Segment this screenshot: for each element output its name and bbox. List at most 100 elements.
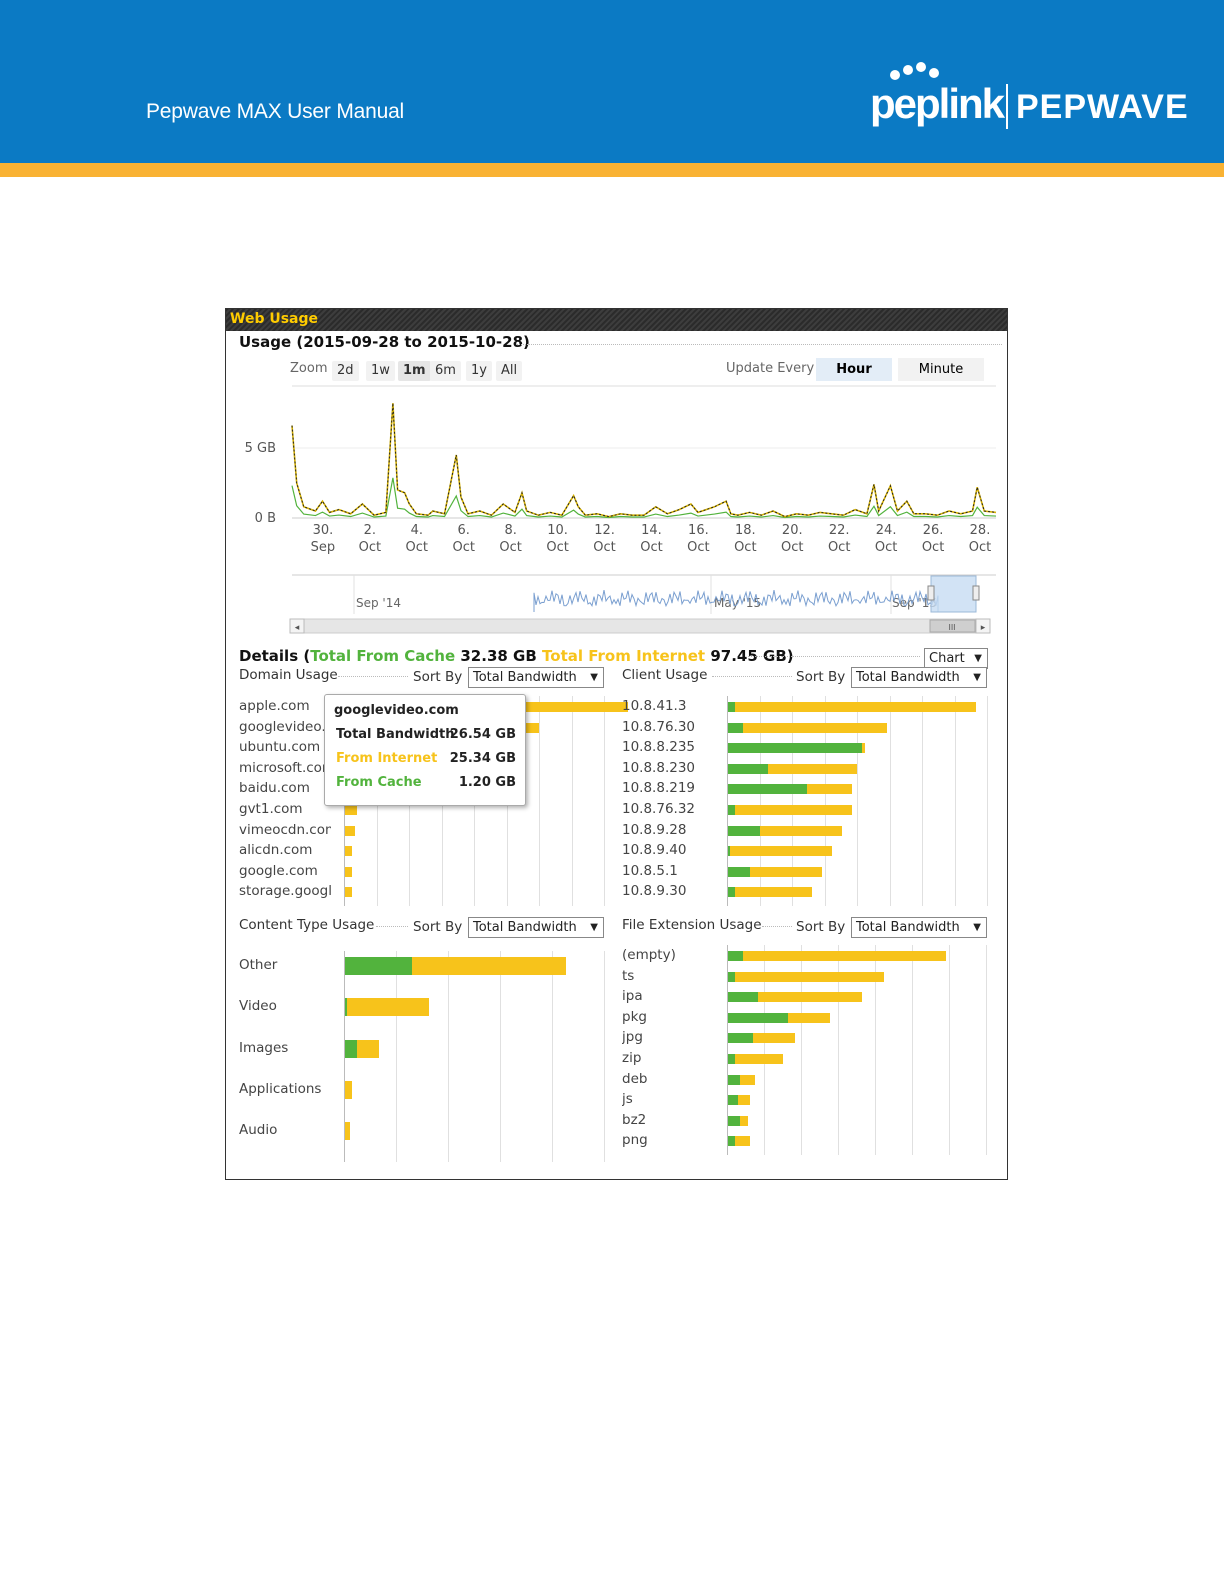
bar-segment-cache[interactable] xyxy=(728,1054,736,1064)
bar-label: Other xyxy=(239,957,278,973)
content-sort-select[interactable]: Total Bandwidth ▼ xyxy=(468,917,604,938)
bar-segment-internet[interactable] xyxy=(752,1033,795,1044)
bar-segment-cache[interactable] xyxy=(728,763,768,774)
bar-segment-internet[interactable] xyxy=(345,846,353,857)
peplink-pepwave-logo: peplink PEPWAVE xyxy=(870,60,1190,140)
bar-segment-internet[interactable] xyxy=(807,784,852,795)
bar-segment-internet[interactable] xyxy=(735,887,813,898)
bar-segment-cache[interactable] xyxy=(728,784,808,795)
bar-segment-internet[interactable] xyxy=(767,763,857,774)
x-tick-label: 22. xyxy=(829,523,850,538)
bar-label: vimeocdn.com xyxy=(239,821,331,838)
bar-segment-internet[interactable] xyxy=(345,825,355,836)
bar-segment-internet[interactable] xyxy=(345,866,353,877)
zoom-2d-button[interactable]: 2d xyxy=(332,361,359,381)
bar-chart-gridline xyxy=(552,951,553,1162)
zoom-6m-button[interactable]: 6m xyxy=(430,361,461,381)
bar-segment-internet[interactable] xyxy=(735,805,852,815)
x-tick-label: Oct xyxy=(781,540,803,554)
domain-sort-select[interactable]: Total Bandwidth ▼ xyxy=(468,667,604,688)
navigator-label: Sep '14 xyxy=(356,596,401,610)
bar-chart-gridline xyxy=(922,696,923,906)
bar-segment-cache[interactable] xyxy=(728,825,761,836)
range-navigator[interactable]: Sep '14 May '15 Sep '15◂ III ▸ xyxy=(226,574,1007,639)
zoom-all-button[interactable]: All xyxy=(496,361,523,381)
update-minute-button[interactable]: Minute xyxy=(898,358,984,381)
bar-chart-gridline xyxy=(571,696,573,906)
update-every-label: Update Every xyxy=(726,361,815,376)
bar-segment-internet[interactable] xyxy=(760,825,843,836)
bar-segment-cache[interactable] xyxy=(728,1033,753,1044)
bar-segment-internet[interactable] xyxy=(742,722,887,733)
bar-segment-cache[interactable] xyxy=(728,702,736,712)
bar-segment-cache[interactable] xyxy=(728,1136,736,1147)
bar-segment-internet[interactable] xyxy=(735,702,976,712)
bar-chart-gridline xyxy=(986,945,987,1155)
bar-segment-internet[interactable] xyxy=(757,992,862,1003)
manual-title: Pepwave MAX User Manual xyxy=(146,100,405,123)
navigator-series xyxy=(533,589,939,612)
bar-chart-gridline xyxy=(857,696,858,906)
bar-segment-cache[interactable] xyxy=(728,971,736,982)
zoom-1y-button[interactable]: 1y xyxy=(466,361,492,381)
bar-segment-internet[interactable] xyxy=(742,951,947,961)
bar-label: Video xyxy=(239,998,277,1015)
bar-segment-internet[interactable] xyxy=(861,743,865,754)
bar-segment-internet[interactable] xyxy=(412,957,566,975)
bar-segment-cache[interactable] xyxy=(728,1095,738,1106)
bar-segment-internet[interactable] xyxy=(730,846,833,857)
bar-segment-cache[interactable] xyxy=(728,805,736,815)
x-tick-label: Oct xyxy=(828,540,850,554)
chevron-down-icon: ▼ xyxy=(590,672,598,683)
update-hour-button[interactable]: Hour xyxy=(816,358,892,381)
bar-segment-internet[interactable] xyxy=(740,1074,756,1085)
client-sort-select[interactable]: Total Bandwidth ▼ xyxy=(851,667,987,688)
bar-label: 10.8.8.230 xyxy=(622,759,695,776)
bar-segment-internet[interactable] xyxy=(357,1039,379,1058)
bar-segment-cache[interactable] xyxy=(728,1115,741,1126)
x-tick-label: 26. xyxy=(923,523,944,538)
bar-segment-internet[interactable] xyxy=(345,1080,353,1099)
bar-segment-cache[interactable] xyxy=(728,992,758,1003)
view-mode-select[interactable]: Chart ▼ xyxy=(924,648,988,669)
bar-segment-cache[interactable] xyxy=(728,1074,741,1085)
bar-segment-cache[interactable] xyxy=(728,743,862,754)
bar-segment-cache[interactable] xyxy=(728,846,731,857)
bar-segment-cache[interactable] xyxy=(728,951,743,961)
x-tick-label: 28. xyxy=(970,523,991,538)
tooltip-cache-label: From Cache xyxy=(336,775,422,790)
internet-total-label: Total From Internet xyxy=(542,647,706,665)
x-tick-label: Oct xyxy=(640,540,662,554)
bar-segment-internet[interactable] xyxy=(735,1136,751,1147)
bar-segment-internet[interactable] xyxy=(787,1012,830,1023)
bar-segment-internet[interactable] xyxy=(735,1054,783,1064)
usage-title: Usage (2015-09-28 to 2015-10-28) xyxy=(239,333,530,351)
bar-segment-cache[interactable] xyxy=(345,1039,357,1058)
x-tick-label: Oct xyxy=(969,540,991,554)
bar-segment-internet[interactable] xyxy=(735,971,885,982)
bar-segment-internet[interactable] xyxy=(750,866,823,877)
bar-segment-internet[interactable] xyxy=(345,1122,350,1141)
bar-segment-internet[interactable] xyxy=(347,998,429,1017)
scroll-thumb xyxy=(929,619,976,633)
zoom-1m-button[interactable]: 1m xyxy=(398,361,431,381)
bar-segment-cache[interactable] xyxy=(728,887,736,898)
bar-segment-cache[interactable] xyxy=(345,998,348,1017)
bar-segment-internet[interactable] xyxy=(345,805,357,815)
bar-segment-cache[interactable] xyxy=(728,866,751,877)
usage-line-chart: 5 GB 0 B 30. Sep 2. Oct 4. Oct 6. Oct 8. Oct 10. Oct 1… xyxy=(245,385,997,554)
x-tick-label: 6. xyxy=(458,523,470,538)
bar-segment-cache[interactable] xyxy=(345,957,413,975)
bar-segment-internet[interactable] xyxy=(345,887,353,898)
x-tick-label: Oct xyxy=(922,540,944,554)
view-mode-value: Chart xyxy=(929,651,965,666)
domain-sort-label: Sort By xyxy=(413,669,463,685)
bar-segment-internet[interactable] xyxy=(740,1115,748,1126)
zoom-1w-button[interactable]: 1w xyxy=(366,361,395,381)
bar-segment-cache[interactable] xyxy=(728,722,743,733)
extension-sort-select[interactable]: Total Bandwidth ▼ xyxy=(851,917,987,938)
bar-label: apple.com xyxy=(239,698,310,714)
bar-segment-cache[interactable] xyxy=(728,1012,788,1023)
bar-label: 10.8.9.30 xyxy=(622,883,687,900)
bar-segment-internet[interactable] xyxy=(737,1095,751,1106)
